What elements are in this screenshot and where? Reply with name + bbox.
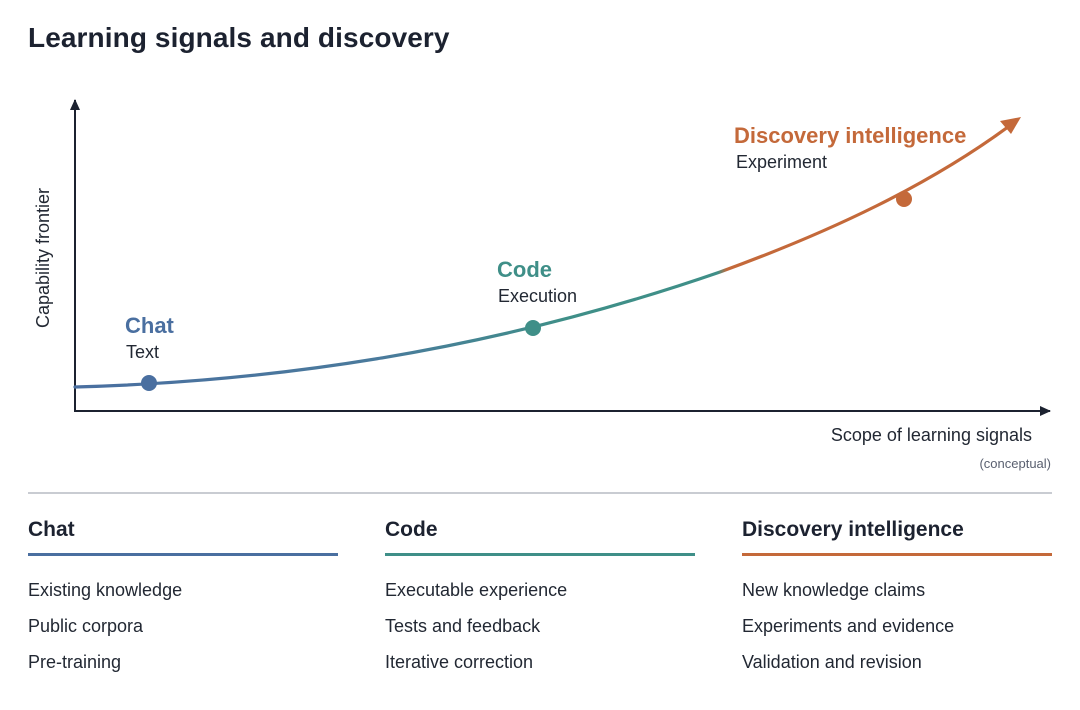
list-item: New knowledge claims	[742, 580, 926, 600]
code-stage-signal: Execution	[498, 286, 577, 306]
list-item: Pre-training	[28, 652, 122, 672]
page-title: Learning signals and discovery	[28, 22, 450, 53]
code-stage-title: Code	[497, 257, 552, 282]
x-axis-note: (conceptual)	[979, 456, 1051, 471]
list-item: Public corpora	[28, 616, 144, 636]
discovery-stage-title: Discovery intelligence	[734, 123, 966, 148]
code-point	[525, 320, 541, 336]
capability-curve	[73, 122, 1014, 389]
section-divider	[28, 492, 1052, 494]
list-item: Validation and revision	[742, 652, 922, 672]
list-item: Iterative correction	[385, 652, 534, 672]
chat-stage-signal: Text	[126, 342, 159, 362]
chat-column-underline	[28, 553, 338, 556]
chat-column: Chat Existing knowledge Public corpora P…	[28, 518, 338, 680]
list-item: Existing knowledge	[28, 580, 183, 600]
curve-arrowhead	[1000, 117, 1021, 134]
discovery-column-heading: Discovery intelligence	[742, 518, 964, 541]
code-column-heading: Code	[385, 518, 438, 541]
list-item: Experiments and evidence	[742, 616, 955, 636]
list-item: Tests and feedback	[385, 616, 541, 636]
discovery-column: Discovery intelligence New knowledge cla…	[742, 518, 1052, 680]
list-item: Executable experience	[385, 580, 568, 600]
y-axis-label: Capability frontier	[33, 188, 53, 328]
chat-column-heading: Chat	[28, 518, 75, 541]
x-axis-label: Scope of learning signals	[831, 425, 1032, 445]
discovery-column-underline	[742, 553, 1052, 556]
discovery-point	[896, 191, 912, 207]
chat-stage-title: Chat	[125, 313, 175, 338]
chat-point	[141, 375, 157, 391]
code-column-underline	[385, 553, 695, 556]
code-column: Code Executable experience Tests and fee…	[385, 518, 695, 680]
discovery-stage-signal: Experiment	[736, 152, 827, 172]
capability-diagram: Chat Text Code Execution Discovery intel…	[33, 99, 1051, 471]
